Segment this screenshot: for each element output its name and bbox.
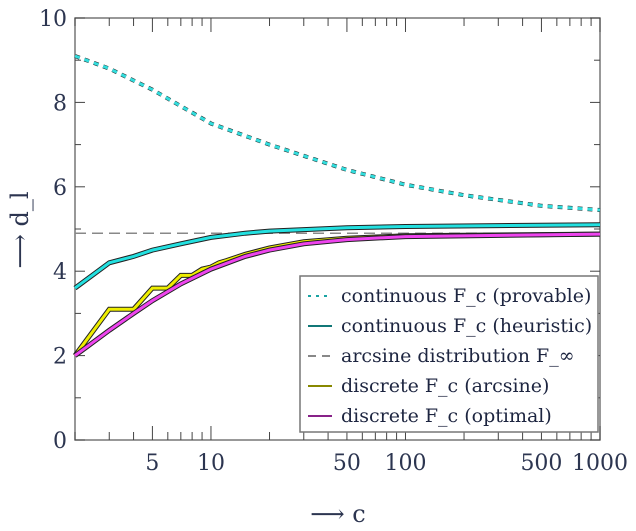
series-outline xyxy=(74,54,601,212)
series-line xyxy=(74,223,601,290)
x-tick-label: 500 xyxy=(520,451,562,476)
series-line xyxy=(74,54,601,212)
legend-label: discrete F_c (optimal) xyxy=(341,405,552,427)
x-tick-label: 5 xyxy=(145,451,159,476)
series-line xyxy=(74,232,601,357)
y-tick-label: 2 xyxy=(53,345,67,370)
y-tick-label: 10 xyxy=(39,7,67,32)
legend-label: discrete F_c (arcsine) xyxy=(341,375,549,397)
legend-label: continuous F_c (heuristic) xyxy=(341,315,592,337)
x-tick-label: 50 xyxy=(333,451,361,476)
y-tick-label: 6 xyxy=(53,176,67,201)
y-tick-label: 4 xyxy=(53,260,67,285)
y-tick-label: 0 xyxy=(53,429,67,454)
y-axis-label: ⟶ d_l xyxy=(6,191,34,268)
legend-label: continuous F_c (provable) xyxy=(341,285,591,307)
legend-box xyxy=(299,275,599,433)
legend-label: arcsine distribution F_∞ xyxy=(341,345,575,367)
x-axis-label: ⟶ c xyxy=(310,500,365,528)
x-tick-label: 100 xyxy=(384,451,426,476)
x-tick-label: 10 xyxy=(197,451,225,476)
legend: continuous F_c (provable) continuous F_c … xyxy=(299,275,599,433)
x-tick-label: 1000 xyxy=(572,451,628,476)
y-tick-label: 8 xyxy=(53,91,67,116)
